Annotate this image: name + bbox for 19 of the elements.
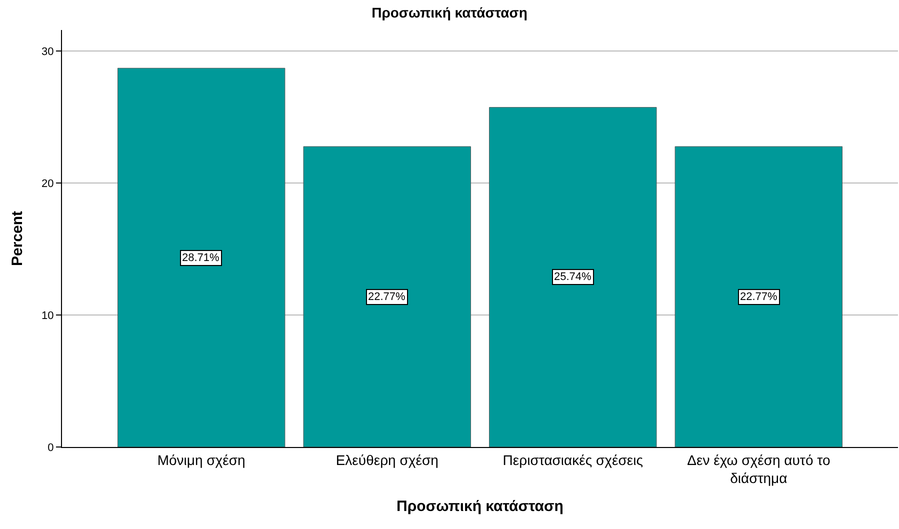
y-tick-label: 20: [42, 178, 54, 190]
x-tick-label: Δεν έχω σχέση αυτό το διάστημα: [687, 452, 830, 486]
bar: [674, 146, 843, 447]
data-label: 25.74%: [554, 271, 592, 283]
y-tick-label: 0: [48, 442, 54, 454]
chart-title: Προσωπική κατάσταση: [372, 4, 528, 21]
x-axis-title: Προσωπική κατάσταση: [396, 498, 564, 515]
data-label: 22.77%: [368, 291, 406, 303]
data-label: 28.71%: [182, 252, 220, 264]
x-tick-label: Μόνιμη σχέση: [157, 452, 246, 468]
y-tick-label: 30: [42, 46, 54, 58]
y-axis-title: Percent: [8, 210, 26, 266]
bar: [303, 146, 471, 447]
bar: [117, 68, 286, 447]
x-tick-label: Περιστασιακές σχέσεις: [502, 452, 644, 468]
y-tick-label: 10: [42, 310, 54, 322]
bar: [489, 107, 657, 447]
data-label: 22.77%: [740, 291, 778, 303]
x-tick-label: Ελεύθερη σχέση: [336, 452, 438, 468]
